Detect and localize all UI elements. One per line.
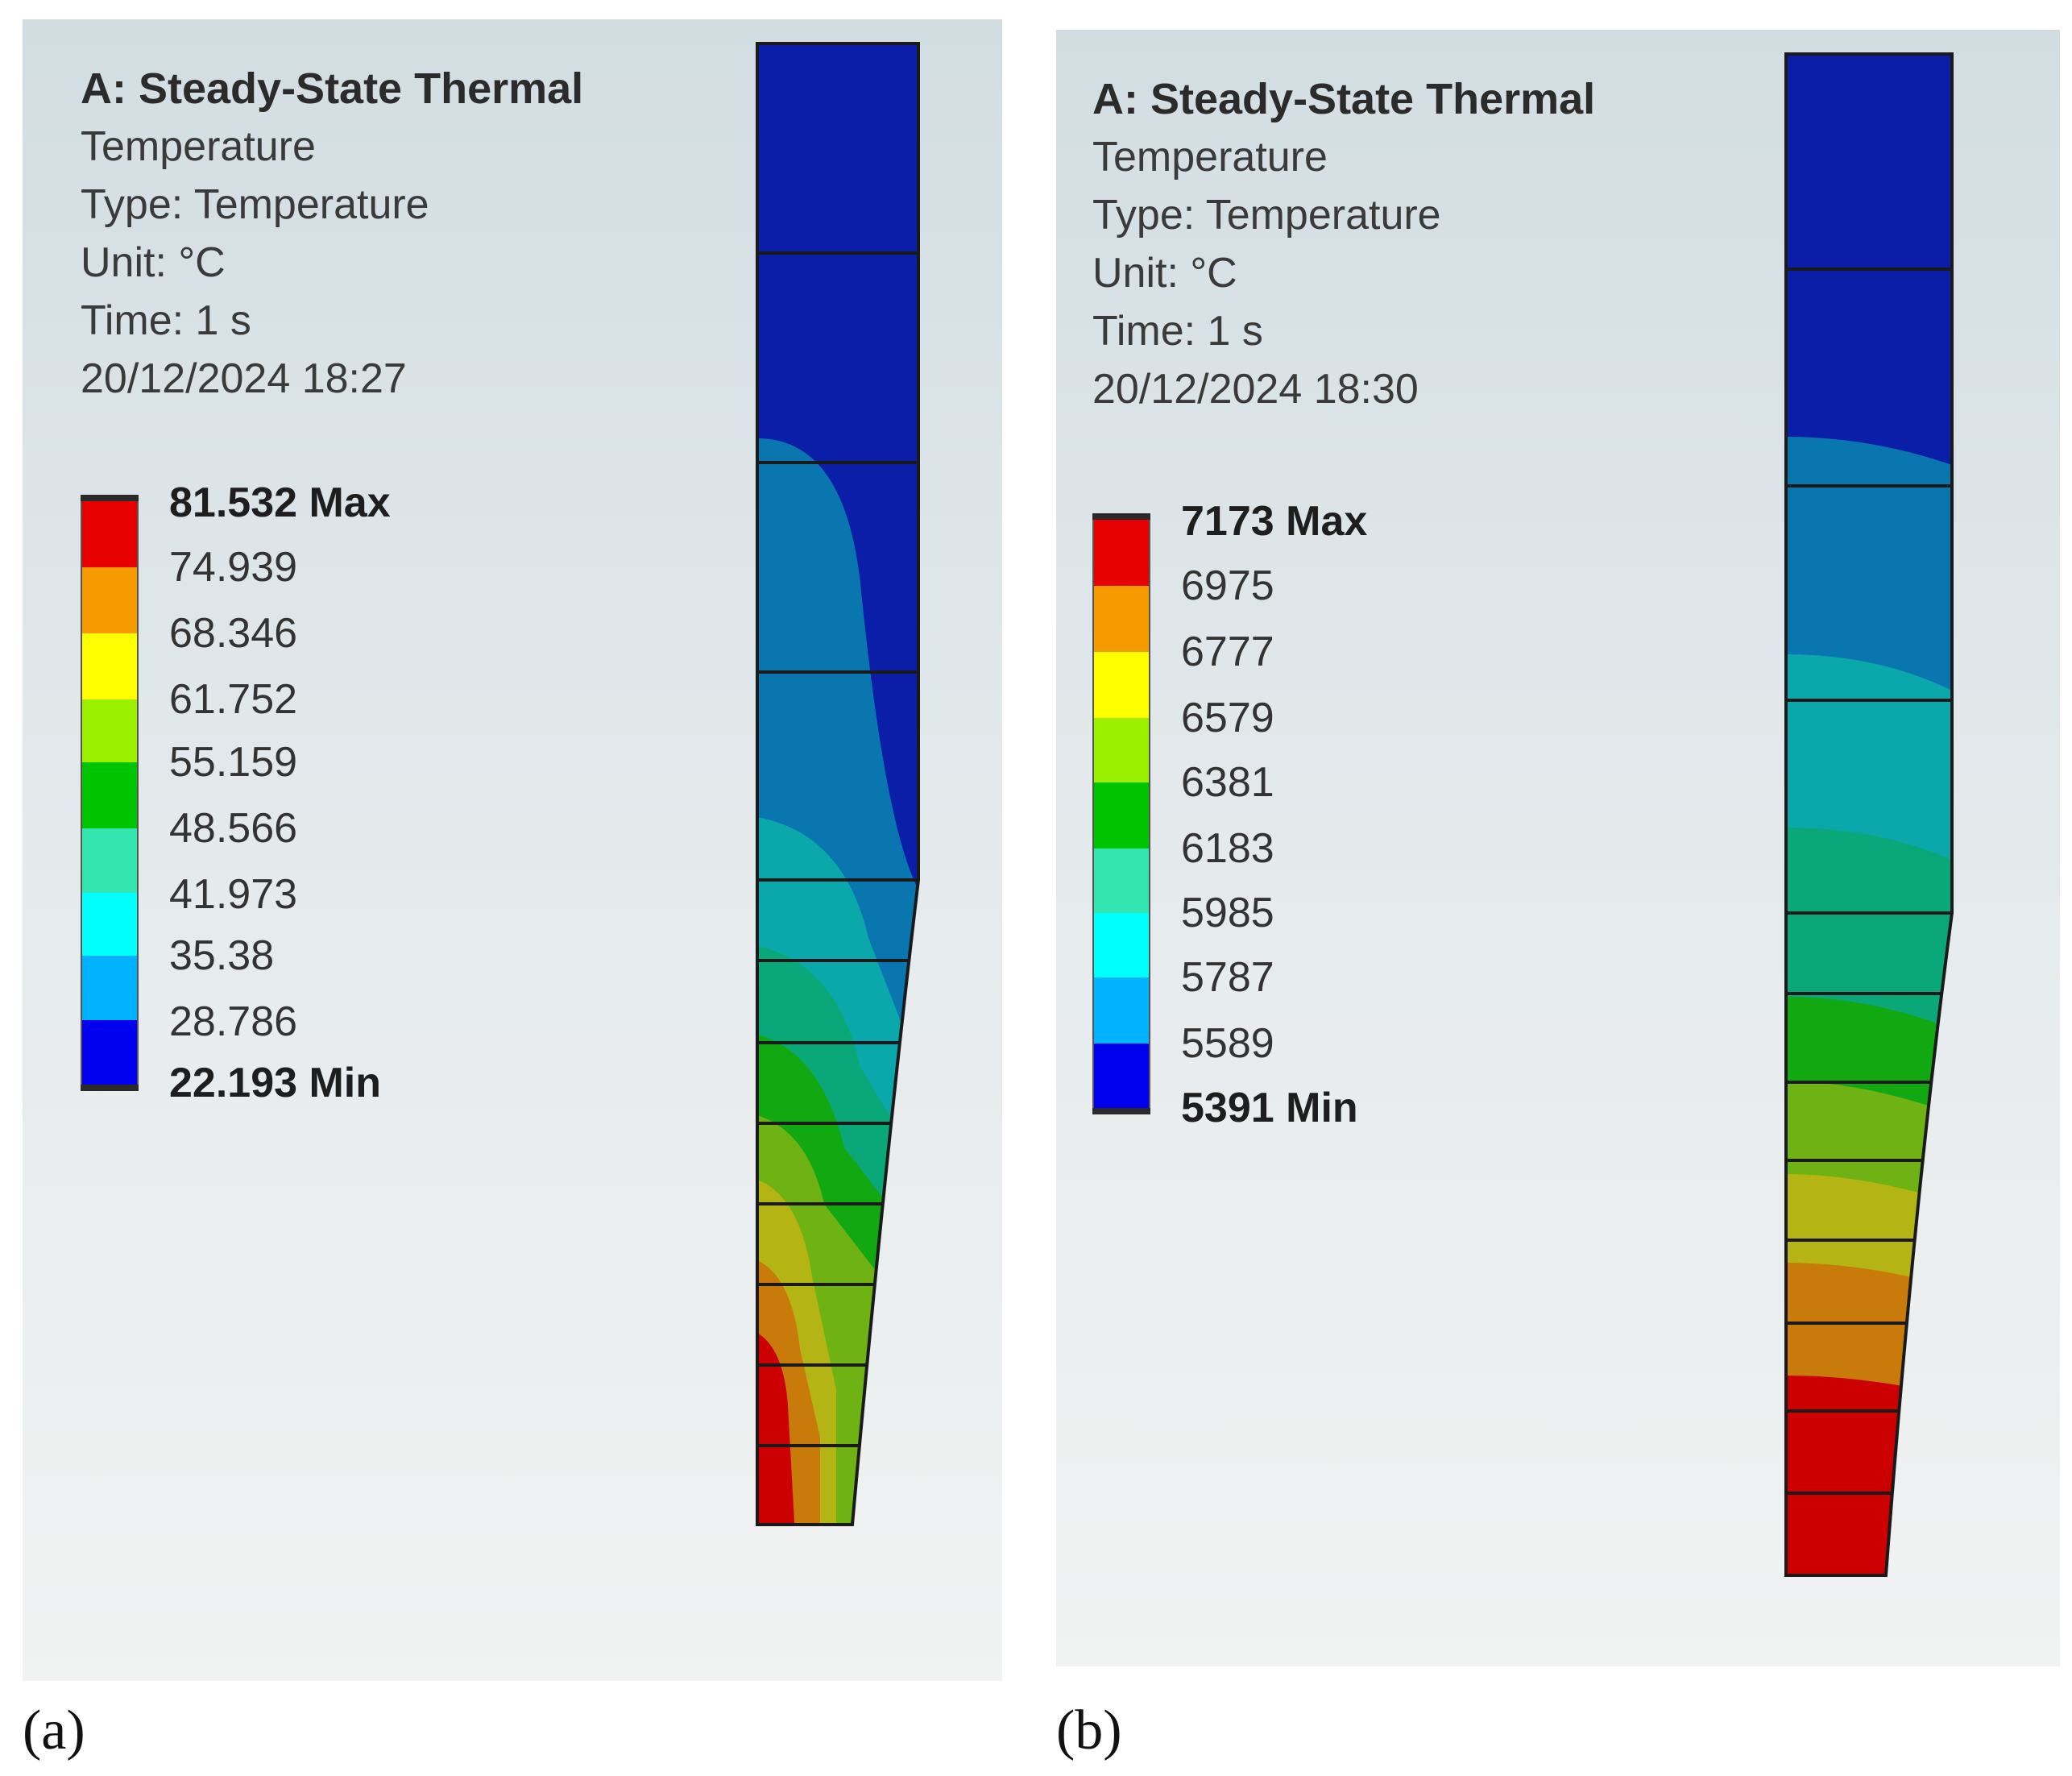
legend-color-bar — [1092, 513, 1150, 1114]
result-unit: Unit: °C — [1092, 250, 1237, 297]
legend-band-6 — [81, 828, 139, 893]
legend-level-label: 41.973 — [169, 871, 298, 918]
result-datetime: 20/12/2024 18:30 — [1092, 366, 1419, 413]
legend-level-label: 6183 — [1181, 825, 1274, 872]
legend-min-label: 5391 Min — [1181, 1085, 1358, 1131]
result-name: Temperature — [1092, 134, 1328, 181]
analysis-title: A: Steady-State Thermal — [81, 64, 584, 113]
legend-level-label: 28.786 — [169, 998, 298, 1045]
result-time: Time: 1 s — [1092, 308, 1263, 355]
analysis-title: A: Steady-State Thermal — [1092, 75, 1596, 123]
subfigure-caption-b: (b) — [1056, 1699, 1122, 1761]
legend-band-4 — [1092, 718, 1150, 782]
subfigure-caption-a: (a) — [23, 1699, 85, 1761]
legend-band-7 — [1092, 913, 1150, 977]
legend-color-bar — [81, 495, 139, 1091]
legend-level-label: 5589 — [1181, 1020, 1274, 1067]
legend-band-5 — [81, 762, 139, 828]
legend-band-7 — [81, 893, 139, 956]
legend-level-label: 6381 — [1181, 759, 1274, 806]
result-datetime: 20/12/2024 18:27 — [81, 355, 407, 402]
result-viewport-b[interactable]: A: Steady-State Thermal Temperature Type… — [1056, 30, 2060, 1666]
legend-level-label: 6975 — [1181, 562, 1274, 609]
legend-band-1 — [81, 501, 139, 567]
result-viewport-a[interactable]: A: Steady-State Thermal Temperature Type… — [23, 19, 1002, 1681]
legend-max-label: 81.532 Max — [169, 479, 391, 526]
legend-max-label: 7173 Max — [1181, 498, 1368, 545]
fin-outline — [756, 42, 920, 1526]
legend-band-4 — [81, 699, 139, 762]
legend-level-label: 68.346 — [169, 610, 298, 657]
result-name: Temperature — [81, 123, 316, 170]
legend-level-label: 6777 — [1181, 629, 1274, 675]
legend-min-label: 22.193 Min — [169, 1060, 382, 1106]
legend-band-6 — [1092, 849, 1150, 913]
legend-band-3 — [81, 633, 139, 699]
legend-band-2 — [81, 567, 139, 633]
legend-level-label: 48.566 — [169, 805, 298, 852]
fin-outline — [1784, 52, 1954, 1577]
result-info-a: A: Steady-State Thermal Temperature Type… — [81, 60, 583, 408]
legend-band-9 — [81, 1020, 139, 1085]
result-unit: Unit: °C — [81, 239, 226, 286]
result-time: Time: 1 s — [81, 297, 251, 344]
legend-band-2 — [1092, 586, 1150, 652]
fin-contour-model-a[interactable] — [23, 19, 1002, 1681]
legend-band-3 — [1092, 652, 1150, 718]
legend-band-1 — [1092, 520, 1150, 586]
legend-level-label: 61.752 — [169, 676, 298, 723]
legend-band-9 — [1092, 1044, 1150, 1108]
legend-level-label: 55.159 — [169, 739, 298, 786]
legend-level-label: 6579 — [1181, 695, 1274, 741]
result-type: Type: Temperature — [81, 181, 429, 228]
contour-region-red — [757, 1333, 796, 1525]
legend-level-label: 5985 — [1181, 890, 1274, 936]
legend-level-label: 74.939 — [169, 544, 298, 591]
legend-band-5 — [1092, 782, 1150, 849]
fin-contour-model-b[interactable] — [1056, 30, 2060, 1666]
legend-band-8 — [1092, 977, 1150, 1044]
legend-level-label: 5787 — [1181, 954, 1274, 1001]
legend-level-label: 35.38 — [169, 932, 275, 979]
result-type: Type: Temperature — [1092, 192, 1441, 239]
result-info-b: A: Steady-State Thermal Temperature Type… — [1092, 70, 1595, 418]
legend-band-8 — [81, 956, 139, 1020]
